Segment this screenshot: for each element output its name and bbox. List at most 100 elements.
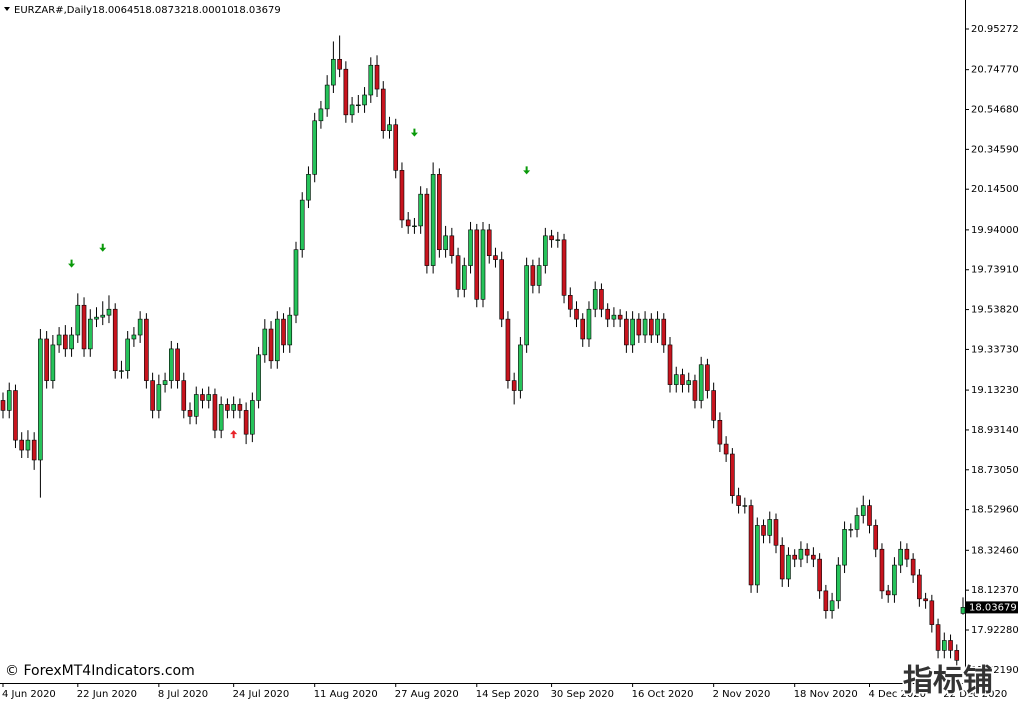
candle-body [730,453,735,496]
candle-body [555,239,561,241]
candle-body [867,505,872,526]
signal-arrow [230,430,238,439]
ohlc-high: 18.08732 [139,5,187,16]
candle-body [929,600,935,625]
candle-body [137,318,143,336]
x-tick-label: 27 Aug 2020 [395,689,459,700]
y-tick-label: 18.73050 [971,465,1019,476]
candle-body [181,380,187,411]
candle-body [898,548,903,566]
candle-body [736,495,741,506]
y-tick-label: 19.13230 [971,385,1019,396]
candle-body [723,443,729,455]
candle-body [349,104,355,116]
candle-body [935,624,941,651]
candle-body [754,525,760,586]
candle-body [910,558,916,576]
candle-body [119,370,124,372]
candle-body [842,529,847,566]
signal-arrow [410,128,418,137]
candle-body [206,394,212,401]
candle-body [412,225,417,228]
candle-body [424,193,430,266]
y-tick-label: 19.53820 [971,305,1019,316]
candle-body [100,314,106,318]
candle-body [449,235,455,256]
candle-body [574,308,579,320]
candles [0,35,966,669]
y-tick-label: 20.74770 [971,65,1019,76]
candle-body [549,235,554,241]
candle-body [387,124,392,131]
symbol-menu-icon[interactable] [4,7,10,11]
candle-body [299,199,305,251]
candle-body [69,334,74,350]
candle-body [586,308,592,340]
x-tick-label: 22 Dec 2020 [943,689,1007,700]
candle-body [287,314,293,346]
candle-body [511,380,517,391]
candle-body [150,380,155,411]
candle-body [281,318,286,346]
x-tick-label: 24 Jul 2020 [233,689,290,700]
candle-body [443,235,448,251]
candle-body [948,640,953,651]
candle-body [792,554,797,560]
x-tick-label: 8 Jul 2020 [158,689,208,700]
candle-body [917,574,922,600]
candle-body [941,640,947,651]
candle-body [187,410,193,417]
candle-body [636,318,642,336]
candle-body [169,348,174,381]
candle-body [474,229,480,300]
candle-body [250,400,255,435]
candle-body [56,334,62,346]
candle-body [430,174,436,266]
candle-body [530,265,536,286]
candle-body [892,564,897,596]
y-tick-label: 17.72190 [971,665,1019,676]
candle-body [505,318,511,381]
y-tick-label: 20.95272 [971,24,1019,35]
candle-body [711,390,716,421]
candle-body [193,394,199,417]
candle-body [717,419,723,445]
y-tick-label: 18.93140 [971,425,1019,436]
y-tick-label: 18.32460 [971,545,1019,556]
candle-body [218,404,224,431]
y-tick-label: 19.33730 [971,344,1019,355]
x-tick-label: 18 Nov 2020 [794,689,858,700]
candle-body [25,439,31,451]
x-tick-label: 4 Dec 2020 [868,689,926,700]
candle-body [599,289,604,310]
candle-body [368,64,374,96]
symbol-period: EURZAR#,Daily [14,5,92,16]
candle-body [418,193,423,227]
candle-body [455,255,461,290]
candle-body [493,255,498,260]
candle-body [960,607,966,614]
candle-body [848,529,854,531]
candle-body [106,308,112,316]
y-tick-label: 20.14500 [971,184,1019,195]
ohlc-open: 18.00645 [92,5,140,16]
candle-body [873,525,879,550]
y-tick-label: 19.94000 [971,225,1019,236]
x-tick-label: 16 Oct 2020 [632,689,694,700]
candle-body [306,174,311,201]
candle-body [380,88,386,131]
candle-body [811,554,816,560]
candle-body [742,505,748,507]
candle-body [904,548,910,560]
candle-body [405,219,411,227]
signal-arrow [68,259,76,268]
candle-body [237,404,243,411]
candle-body [680,374,685,385]
candle-body [836,564,841,602]
x-tick-label: 30 Sep 2020 [551,689,614,700]
candle-body [954,650,960,661]
candle-body [337,58,342,70]
candle-body [87,318,93,350]
candle-body [779,544,785,580]
